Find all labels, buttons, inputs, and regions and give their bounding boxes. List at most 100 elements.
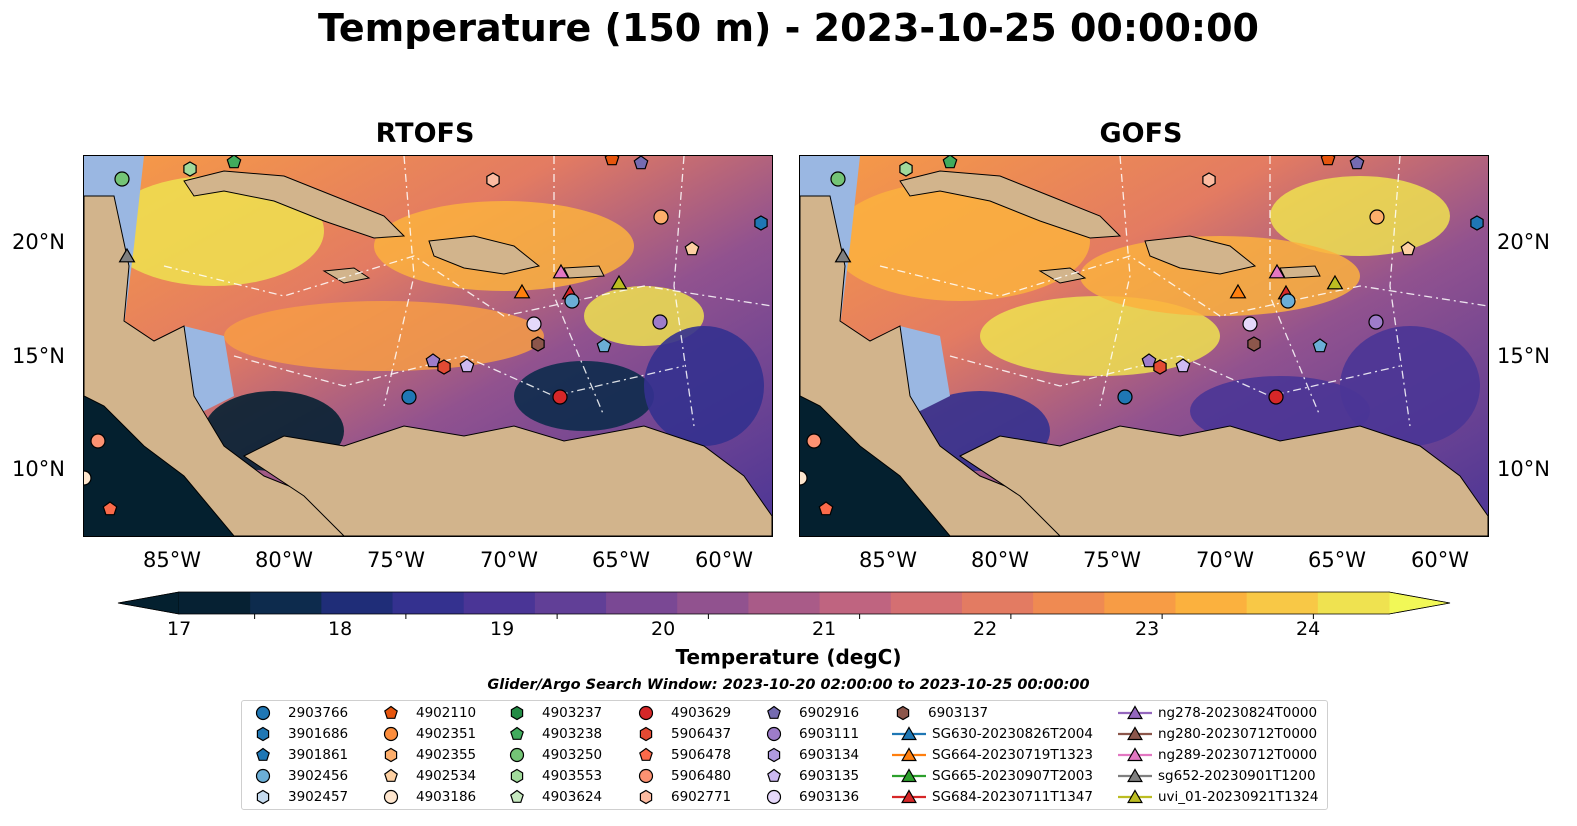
legend-marker-icon [766, 789, 782, 805]
legend-item: 6902771 [635, 787, 731, 807]
legend-marker-icon [1118, 768, 1152, 783]
legend-marker-icon [1118, 726, 1152, 741]
float-marker [1202, 172, 1216, 188]
legend-marker-icon [892, 789, 926, 804]
legend-marker [256, 789, 270, 805]
float-marker [90, 433, 106, 449]
float-marker [596, 338, 612, 353]
cool-anomaly [1340, 326, 1480, 446]
legend: 2903766 3901686 3901861 3902456 3902457 49021… [241, 700, 1328, 810]
float-marker [1470, 215, 1484, 231]
legend-label: 6902771 [671, 789, 732, 805]
legend-label: SG684-20230711T1347 [932, 789, 1093, 805]
float-marker [401, 389, 417, 405]
legend-item: 4903629 [635, 703, 731, 723]
float-marker [834, 247, 852, 263]
legend-label: 3901686 [288, 726, 349, 742]
legend-marker [639, 726, 653, 742]
legend-label: 4902355 [416, 747, 477, 763]
warm-anomaly [104, 176, 324, 286]
legend-marker [767, 747, 781, 763]
legend-marker-icon [509, 747, 525, 763]
float-marker [118, 247, 136, 263]
legend-item: 5906478 [635, 745, 731, 765]
lon-label-60w-right: 60°W [1411, 548, 1469, 572]
legend-marker [639, 789, 653, 805]
legend-item: 4903250 [506, 745, 602, 765]
legend-item: 6903136 [763, 787, 859, 807]
colorbar-segment [1033, 592, 1105, 614]
float-marker [1141, 353, 1157, 368]
float-marker [552, 389, 568, 405]
float-marker [610, 274, 628, 290]
panel-title-gofs: GOFS [1099, 118, 1183, 149]
gofs-map [799, 155, 1489, 537]
legend-marker-icon [639, 726, 653, 742]
south-america-land [959, 425, 1488, 536]
legend-item: 4902355 [380, 745, 476, 765]
legend-label: 5906478 [671, 747, 732, 763]
float-marker [531, 336, 545, 352]
shelf-area [184, 326, 234, 416]
colorbar-tick-19: 19 [490, 618, 515, 640]
colorbar-tick-20: 20 [651, 618, 676, 640]
legend-label: ng280-20230712T0000 [1158, 726, 1318, 742]
legend-marker-icon [767, 768, 781, 782]
legend-label: SG665-20230907T2003 [932, 768, 1093, 784]
legend-marker-icon [256, 789, 270, 805]
legend-label: 4903553 [542, 768, 603, 784]
central-america-land [84, 195, 355, 536]
colorbar-segment [606, 592, 678, 614]
lat-label-15n-right: 15°N [1497, 344, 1550, 368]
legend-label: sg652-20230901T1200 [1158, 768, 1316, 784]
legend-item: 5906480 [635, 766, 731, 786]
lon-label-80w-right: 80°W [971, 548, 1029, 572]
legend-marker-icon [383, 726, 399, 742]
colorbar-outline [117, 591, 1451, 615]
legend-item: 3901861 [252, 745, 348, 765]
legend-item: SG665-20230907T2003 [892, 766, 1093, 786]
legend-item: ng289-20230712T0000 [1118, 745, 1317, 765]
legend-item: ng278-20230824T0000 [1118, 703, 1317, 723]
legend-marker [901, 768, 917, 783]
legend-marker [767, 705, 781, 719]
colorbar-tick-24: 24 [1296, 618, 1321, 640]
colorbar-segment [1246, 592, 1319, 614]
colorbar-extend-low [117, 591, 180, 615]
legend-label: 4902534 [416, 768, 477, 784]
search-window-label: Glider/Argo Search Window: 2023-10-20 02… [487, 677, 1090, 693]
eez-boundary [949, 355, 1401, 397]
eez-boundary [673, 156, 695, 427]
float-marker [437, 359, 451, 375]
legend-item: 4903238 [506, 724, 602, 744]
float-marker [1368, 314, 1384, 330]
float-marker [1242, 316, 1258, 332]
eez-boundary [1269, 156, 1321, 417]
float-marker [564, 293, 580, 309]
colorbar-tick-22: 22 [973, 618, 998, 640]
shelf-area [900, 326, 950, 416]
legend-marker [1127, 789, 1143, 804]
legend-label: 4903238 [542, 726, 603, 742]
legend-item: 4903237 [506, 703, 602, 723]
lon-label-60w-left: 60°W [695, 548, 753, 572]
legend-item: ng280-20230712T0000 [1118, 724, 1317, 744]
legend-marker [384, 747, 398, 763]
float-marker [552, 263, 570, 279]
legend-marker-icon [255, 768, 271, 784]
float-marker [1400, 241, 1416, 256]
float-marker [754, 215, 768, 231]
pacific-ocean [84, 386, 324, 536]
cuba-land [899, 170, 1122, 239]
colorbar-segment [179, 592, 251, 614]
legend-item: 6903111 [763, 724, 859, 744]
float-marker [226, 156, 242, 169]
float-marker [1268, 263, 1286, 279]
legend-marker-icon [510, 705, 524, 721]
legend-label: 6903134 [799, 747, 860, 763]
float-marker [830, 171, 846, 187]
colorbar-title: Temperature (degC) [675, 645, 902, 669]
float-marker [818, 501, 834, 516]
lat-label-10n-left: 10°N [12, 457, 65, 481]
legend-label: 6903135 [799, 768, 860, 784]
